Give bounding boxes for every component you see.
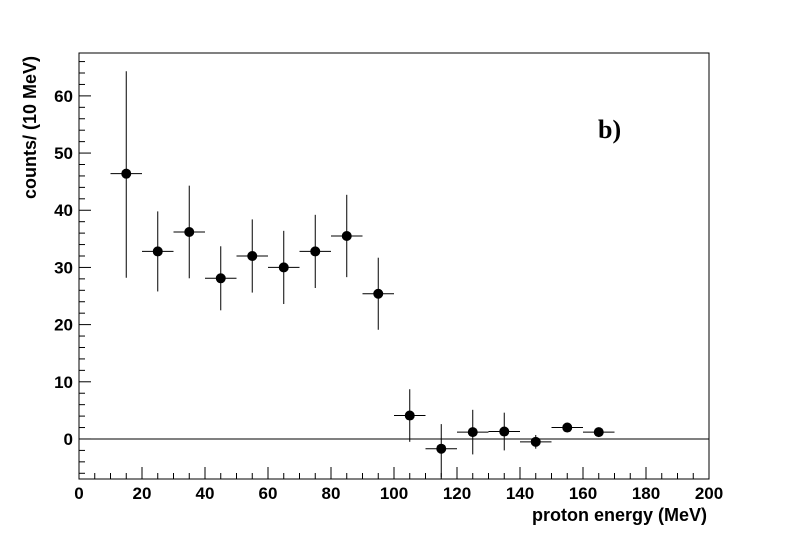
x-axis-label: proton energy (MeV) [532, 505, 707, 525]
data-point [268, 230, 300, 305]
x-tick-label: 140 [506, 484, 534, 503]
data-point [236, 219, 268, 293]
x-tick-label: 80 [322, 484, 341, 503]
data-point [394, 389, 426, 442]
point-marker [310, 246, 321, 257]
point-marker [373, 288, 384, 299]
point-marker [278, 262, 289, 273]
data-point [173, 185, 205, 279]
point-marker [341, 230, 352, 241]
axis-ticks [78, 61, 710, 479]
point-marker [215, 273, 226, 284]
data-point [520, 434, 552, 449]
x-tick-label: 20 [133, 484, 152, 503]
panel-annotation: b) [598, 115, 621, 144]
data-point [142, 211, 174, 292]
data-point [583, 427, 615, 438]
data-point [457, 409, 489, 455]
axis-tick-labels: 0 20 40 60 80 100 120 140 160 180 200 0 10 20 30 40 50 60 [54, 87, 723, 503]
point-marker [562, 422, 573, 433]
y-tick-label: 40 [54, 201, 73, 220]
point-marker [404, 410, 415, 421]
y-tick-label: 20 [54, 316, 73, 335]
y-tick-label: 10 [54, 373, 73, 392]
point-marker [121, 168, 132, 179]
point-marker [184, 226, 195, 237]
data-point [331, 194, 363, 278]
data-point [362, 257, 394, 330]
data-point [425, 424, 457, 478]
data-point [205, 246, 237, 311]
x-tick-label: 60 [259, 484, 278, 503]
point-marker [499, 426, 510, 437]
point-marker [593, 427, 604, 438]
x-tick-label: 200 [695, 484, 723, 503]
x-tick-label: 120 [443, 484, 471, 503]
data-point [299, 214, 331, 289]
x-tick-label: 100 [380, 484, 408, 503]
y-tick-label: 50 [54, 144, 73, 163]
data-point [488, 412, 520, 451]
point-marker [530, 436, 541, 447]
data-points [110, 71, 615, 478]
y-axis-label: counts/ (10 MeV) [20, 56, 40, 199]
y-tick-label: 30 [54, 258, 73, 277]
point-marker [436, 443, 447, 454]
data-point [110, 71, 142, 278]
point-marker [467, 427, 478, 438]
x-tick-label: 160 [569, 484, 597, 503]
x-tick-label: 180 [632, 484, 660, 503]
y-tick-label: 60 [54, 87, 73, 106]
data-point [551, 422, 583, 433]
x-tick-label: 40 [196, 484, 215, 503]
point-marker [247, 250, 258, 261]
y-tick-label: 0 [64, 430, 73, 449]
x-tick-label: 0 [74, 484, 83, 503]
point-marker [152, 246, 163, 257]
